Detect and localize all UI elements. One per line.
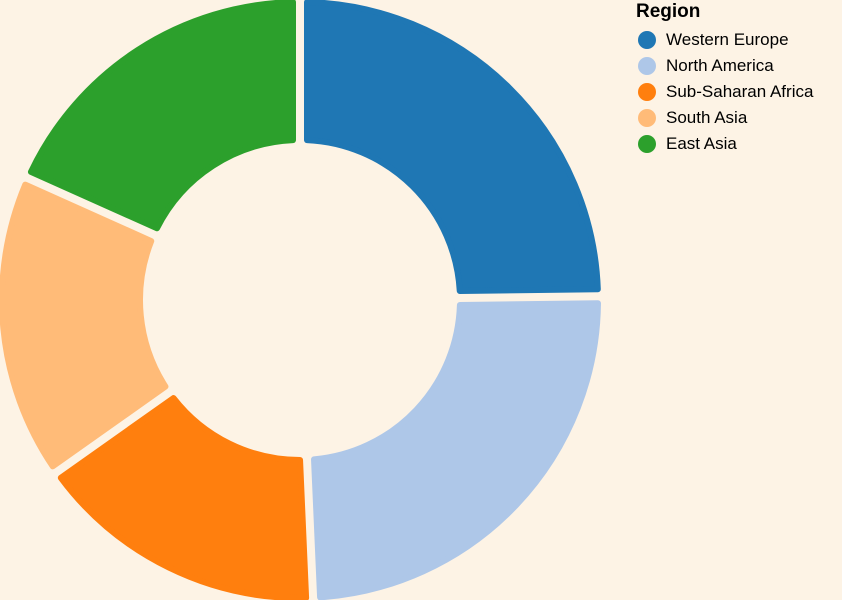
legend-label: South Asia bbox=[666, 108, 748, 127]
legend-swatch bbox=[638, 83, 656, 101]
legend-swatch bbox=[638, 135, 656, 153]
legend-item-sub-saharan-africa: Sub-Saharan Africa bbox=[636, 79, 813, 105]
legend-label: Western Europe bbox=[666, 30, 789, 49]
legend-label: North America bbox=[666, 56, 774, 75]
slice-north-america bbox=[311, 300, 601, 600]
legend-title: Region bbox=[636, 1, 701, 22]
legend-item-north-america: North America bbox=[636, 53, 813, 79]
legend-swatch bbox=[638, 31, 656, 49]
legend-swatch bbox=[638, 109, 656, 127]
legend-item-western-europe: Western Europe bbox=[636, 27, 813, 53]
legend-item-south-asia: South Asia bbox=[636, 105, 813, 131]
legend-label: East Asia bbox=[666, 134, 737, 153]
slice-south-asia bbox=[0, 181, 169, 470]
slice-sub-saharan-africa bbox=[57, 395, 310, 600]
legend: Region Western Europe North America Sub-Sa… bbox=[636, 0, 813, 157]
legend-item-east-asia: East Asia bbox=[636, 131, 813, 157]
legend-items: Western Europe North America Sub-Saharan A… bbox=[636, 27, 813, 157]
slice-east-asia bbox=[27, 0, 296, 232]
legend-swatch bbox=[638, 57, 656, 75]
slice-western-europe bbox=[304, 0, 601, 294]
legend-label: Sub-Saharan Africa bbox=[666, 82, 814, 101]
